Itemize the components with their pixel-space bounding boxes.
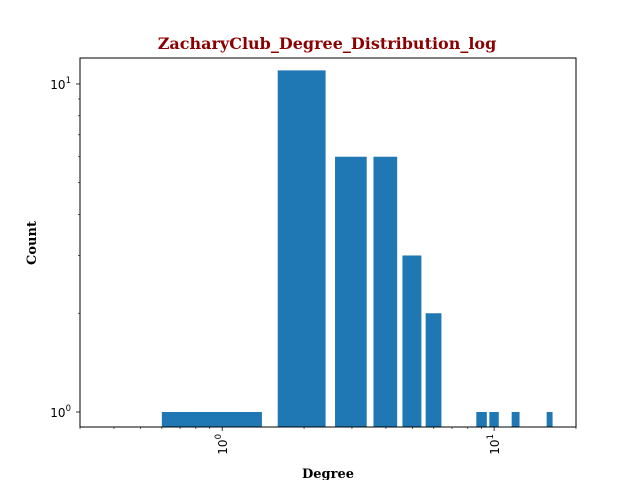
tick-label: 100 [214,434,230,455]
tick-label: 101 [486,434,502,455]
y-axis-label: Count [25,221,40,265]
x-tick-label-group: 101 [486,434,502,455]
x-tick-label-group: 100 [214,434,230,455]
bar [373,156,398,427]
chart-title: ZacharyClub_Degree_Distribution_log [158,34,497,53]
x-axis-label: Degree [302,467,354,480]
bar [511,411,520,427]
bar [335,156,367,427]
bar [161,411,262,427]
bar [546,411,553,427]
tick-label: 100 [50,404,71,420]
tick-label: 101 [50,76,71,92]
bar-group [161,70,553,427]
bar [476,411,487,427]
plot-frame [79,57,577,428]
bar [402,255,422,427]
bar [277,70,326,427]
bar [425,313,442,427]
bar [489,411,499,427]
